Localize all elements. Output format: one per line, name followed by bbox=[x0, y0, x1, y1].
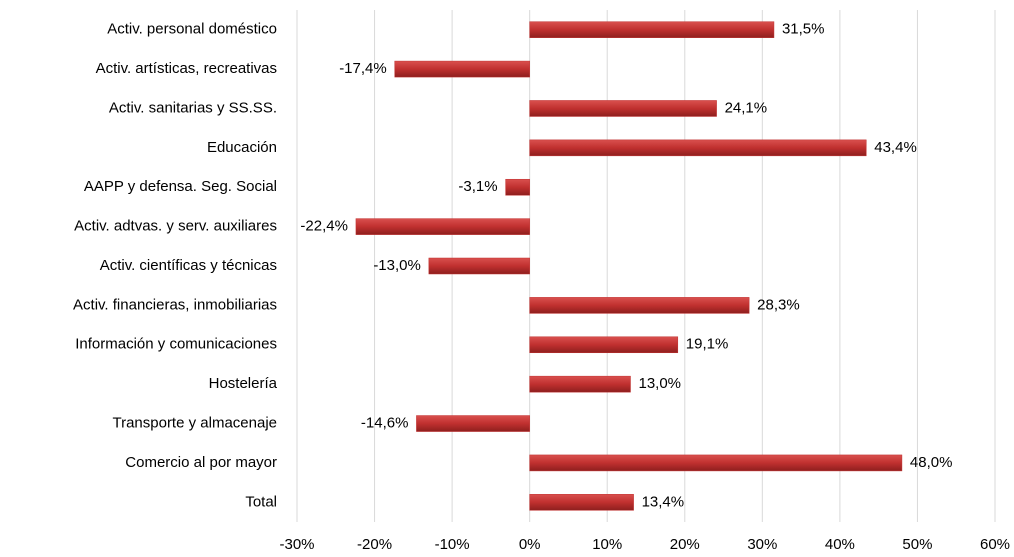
value-label: 31,5% bbox=[782, 21, 825, 38]
y-tick-label: Activ. financieras, inmobiliarias bbox=[73, 296, 277, 313]
value-label: -22,4% bbox=[300, 218, 348, 235]
x-tick-label: -20% bbox=[357, 536, 392, 553]
bar bbox=[355, 218, 530, 235]
x-tick-label: 10% bbox=[592, 536, 622, 553]
value-label: 24,1% bbox=[725, 99, 768, 116]
value-label: -3,1% bbox=[458, 178, 497, 195]
bar bbox=[529, 336, 679, 354]
bar bbox=[529, 21, 775, 38]
bar bbox=[505, 178, 530, 196]
y-tick-label: Activ. científicas y técnicas bbox=[100, 257, 277, 274]
bar bbox=[529, 375, 631, 393]
y-tick-label: AAPP y defensa. Seg. Social bbox=[84, 178, 277, 195]
x-tick-label: 0% bbox=[519, 536, 541, 553]
bar bbox=[428, 257, 530, 275]
y-tick-label: Activ. adtvas. y serv. auxiliares bbox=[74, 218, 277, 235]
x-tick-label: -10% bbox=[435, 536, 470, 553]
bar bbox=[416, 415, 530, 432]
value-label: 13,0% bbox=[638, 375, 681, 392]
bar bbox=[529, 297, 750, 314]
y-tick-label: Información y comunicaciones bbox=[75, 336, 277, 353]
value-label: 28,3% bbox=[757, 296, 800, 313]
y-tick-label: Educación bbox=[207, 139, 277, 156]
y-tick-label: Comercio al por mayor bbox=[125, 454, 277, 471]
bar bbox=[529, 100, 717, 117]
y-tick-label: Activ. sanitarias y SS.SS. bbox=[109, 99, 277, 116]
value-label: 13,4% bbox=[642, 493, 685, 510]
value-label: 19,1% bbox=[686, 336, 729, 353]
bar bbox=[529, 454, 903, 472]
bar bbox=[529, 494, 634, 511]
y-tick-label: Activ. personal doméstico bbox=[107, 21, 277, 38]
x-tick-label: -30% bbox=[279, 536, 314, 553]
x-tick-label: 40% bbox=[825, 536, 855, 553]
value-label: -17,4% bbox=[339, 60, 387, 77]
x-tick-label: 30% bbox=[747, 536, 777, 553]
y-tick-label: Total bbox=[245, 493, 277, 510]
y-tick-label: Hostelería bbox=[209, 375, 278, 392]
value-label: -14,6% bbox=[361, 415, 409, 432]
value-label: 43,4% bbox=[874, 139, 917, 156]
value-label: 48,0% bbox=[910, 454, 953, 471]
y-tick-label: Activ. artísticas, recreativas bbox=[96, 60, 277, 77]
bar bbox=[529, 139, 867, 157]
x-tick-label: 50% bbox=[902, 536, 932, 553]
y-tick-label: Transporte y almacenaje bbox=[112, 415, 277, 432]
value-label: -13,0% bbox=[373, 257, 421, 274]
x-tick-label: 20% bbox=[670, 536, 700, 553]
x-tick-label: 60% bbox=[980, 536, 1010, 553]
bar bbox=[394, 60, 530, 78]
